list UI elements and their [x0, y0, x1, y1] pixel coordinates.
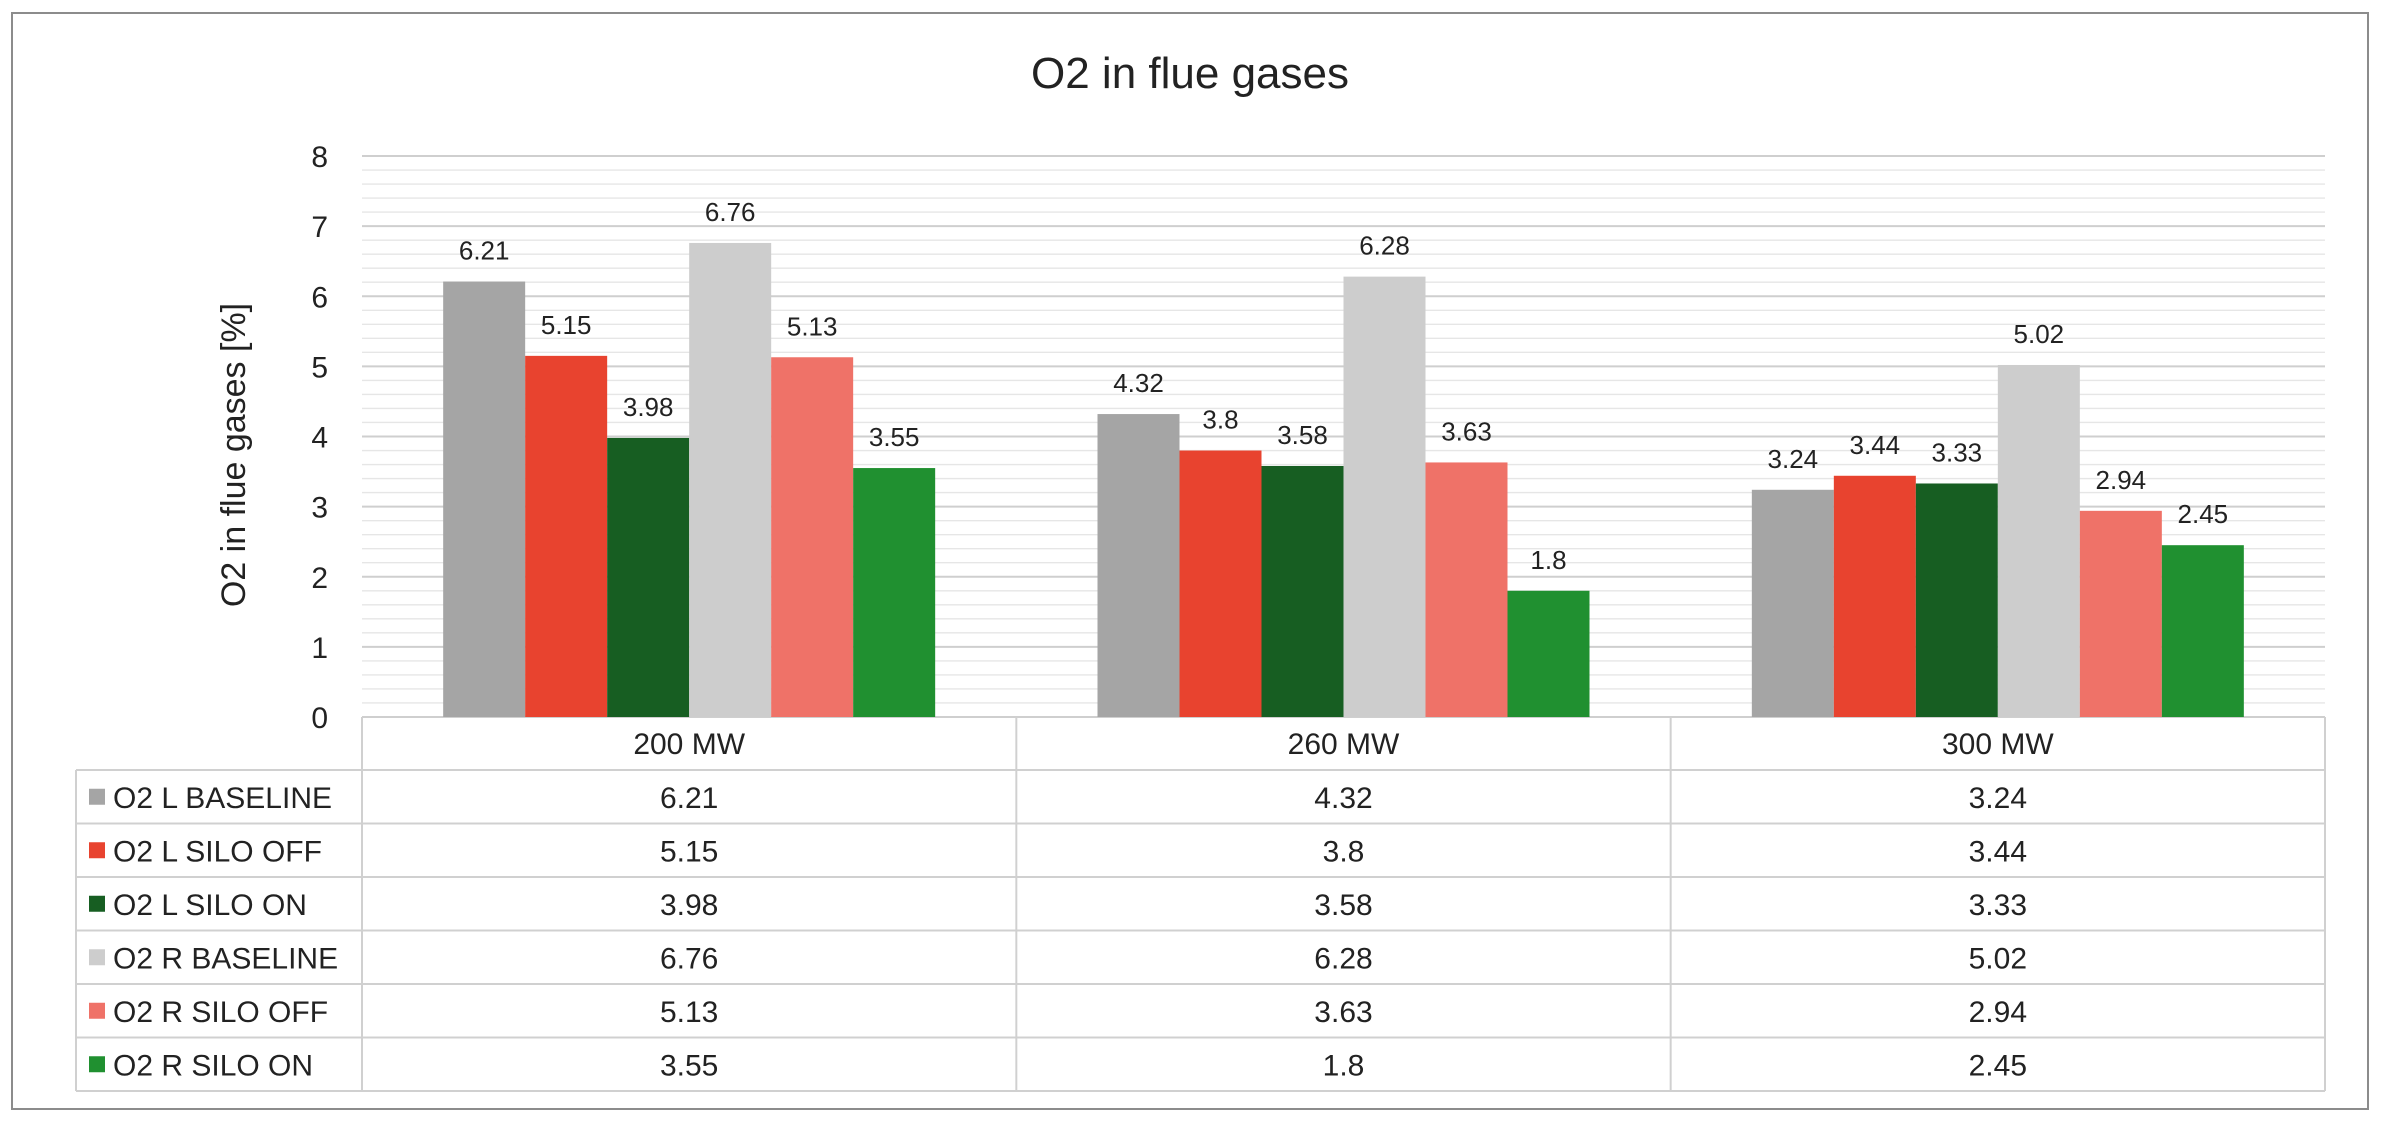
- data-label: 5.13: [787, 311, 838, 341]
- legend-key: [89, 842, 105, 859]
- legend-key: [89, 949, 105, 966]
- bar: [2161, 545, 2244, 717]
- bar: [1425, 462, 1508, 717]
- data-label: 6.21: [459, 236, 510, 266]
- legend-label: O2 R SILO ON: [113, 1049, 313, 1082]
- table-cell: 3.63: [1314, 996, 1372, 1029]
- legend-key: [89, 1056, 105, 1073]
- table-cell: 2.94: [1969, 996, 2027, 1029]
- data-label: 3.55: [869, 422, 920, 452]
- bar: [1915, 483, 1998, 717]
- table-cell: 6.28: [1314, 942, 1372, 975]
- bar: [1343, 276, 1426, 717]
- y-tick-label: 7: [311, 211, 328, 244]
- data-label: 2.94: [2096, 465, 2147, 495]
- bars: [443, 242, 2244, 717]
- table-cell: 3.55: [660, 1049, 718, 1082]
- legend-label: O2 R BASELINE: [113, 942, 338, 975]
- y-tick-label: 8: [311, 141, 328, 174]
- legend-key: [89, 788, 105, 805]
- y-tick-label: 5: [311, 351, 328, 384]
- table-cell: 1.8: [1323, 1049, 1365, 1082]
- data-table: 200 MW 260 MW 300 MW O2 L BASELINE 6.21 4.32 3…: [75, 717, 2326, 1092]
- bar: [1261, 465, 1344, 717]
- table-cell: 3.24: [1969, 782, 2027, 815]
- bar: [1751, 489, 1834, 717]
- legend-key: [89, 895, 105, 912]
- bar: [443, 281, 526, 717]
- bar: [1833, 475, 1916, 717]
- legend-label: O2 L SILO ON: [113, 889, 307, 922]
- y-tick-label: 2: [311, 562, 328, 595]
- bar: [607, 437, 690, 717]
- bar: [853, 468, 936, 717]
- table-cell: 2.45: [1969, 1049, 2027, 1082]
- legend-label: O2 R SILO OFF: [113, 996, 328, 1029]
- table-cell: 6.76: [660, 942, 718, 975]
- chart-title: O2 in flue gases: [1031, 49, 1349, 98]
- data-label: 5.15: [541, 310, 592, 340]
- data-label: 3.33: [1932, 437, 1983, 467]
- y-tick-label: 3: [311, 492, 328, 525]
- data-labels: 6.21 5.15 3.98 6.76 5.13 3.55 4.32 3.8 3.58 6.28 3…: [459, 197, 2228, 575]
- y-axis-label: O2 in flue gases [%]: [215, 303, 253, 607]
- bar: [2079, 510, 2162, 717]
- legend-label: O2 L BASELINE: [113, 782, 332, 815]
- table-cell: 3.8: [1323, 835, 1365, 868]
- x-category-label: 300 MW: [1942, 728, 2054, 761]
- y-tick-label: 0: [311, 702, 328, 735]
- x-category-label: 260 MW: [1288, 728, 1400, 761]
- data-label: 6.28: [1359, 231, 1410, 261]
- data-label: 5.02: [2014, 319, 2065, 349]
- data-label: 3.58: [1277, 420, 1328, 450]
- table-cell: 3.98: [660, 889, 718, 922]
- table-cell: 5.15: [660, 835, 718, 868]
- data-label: 3.24: [1768, 444, 1819, 474]
- table-cell: 3.33: [1969, 889, 2027, 922]
- bar: [525, 355, 608, 717]
- data-label: 6.76: [705, 197, 756, 227]
- bar: [689, 242, 772, 717]
- data-label: 3.98: [623, 392, 674, 422]
- data-label: 3.44: [1850, 430, 1901, 460]
- bar: [1997, 364, 2080, 717]
- table-cell: 6.21: [660, 782, 718, 815]
- y-tick-label: 4: [311, 422, 328, 455]
- y-axis-ticks: 0 1 2 3 4 5 6 7 8: [311, 141, 328, 735]
- bar: [1179, 450, 1262, 717]
- data-label: 2.45: [2178, 499, 2229, 529]
- data-label: 3.63: [1441, 416, 1492, 446]
- data-label: 4.32: [1113, 368, 1164, 398]
- bar: [771, 357, 854, 717]
- x-category-label: 200 MW: [633, 728, 745, 761]
- bar: [1507, 590, 1590, 717]
- table-cell: 3.58: [1314, 889, 1372, 922]
- table-cell: 3.44: [1969, 835, 2027, 868]
- y-tick-label: 1: [311, 632, 328, 665]
- bar: [1097, 414, 1180, 717]
- legend-label: O2 L SILO OFF: [113, 835, 322, 868]
- data-label: 1.8: [1530, 545, 1566, 575]
- table-cell: 5.02: [1969, 942, 2027, 975]
- legend-key: [89, 1002, 105, 1019]
- data-label: 3.8: [1202, 405, 1238, 435]
- y-tick-label: 6: [311, 281, 328, 314]
- table-cell: 5.13: [660, 996, 718, 1029]
- table-cell: 4.32: [1314, 782, 1372, 815]
